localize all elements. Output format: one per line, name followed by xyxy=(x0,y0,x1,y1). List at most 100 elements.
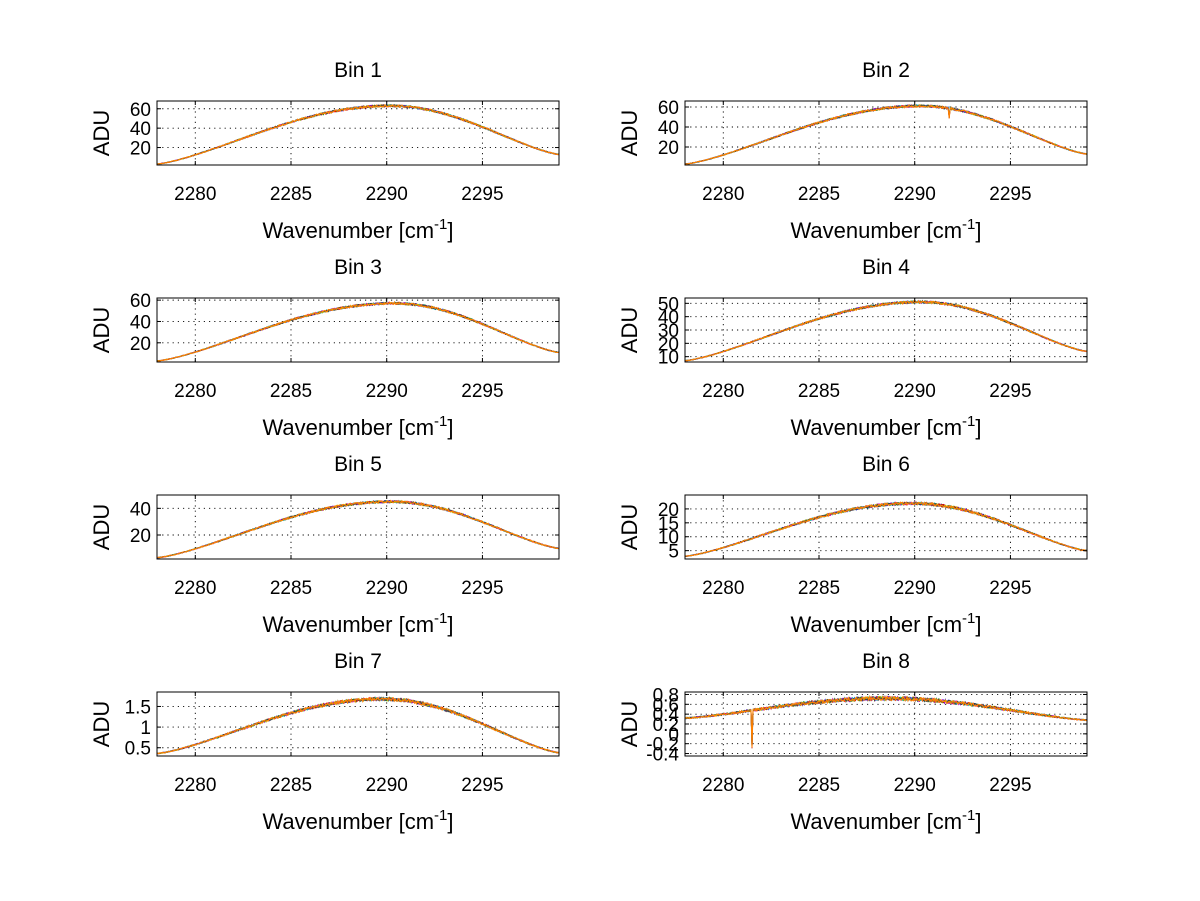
y-tick-label: 1.5 xyxy=(125,697,151,718)
subplot-title: Bin 4 xyxy=(862,256,910,279)
y-tick-label: 40 xyxy=(130,499,151,520)
axes-frame xyxy=(156,100,560,166)
spectrum-line xyxy=(156,697,560,755)
x-tick-label: 2285 xyxy=(798,775,840,796)
y-tick-label: 0.4 xyxy=(653,705,680,726)
spectrum-line xyxy=(684,695,1088,748)
spectrum-line xyxy=(156,104,560,165)
y-axis-label: ADU xyxy=(89,307,114,353)
x-tick-label: 2280 xyxy=(702,775,744,796)
y-tick-label: 10 xyxy=(658,528,679,549)
x-tick-label: 2290 xyxy=(894,184,936,205)
x-tick-label: 2295 xyxy=(989,578,1031,599)
x-tick-label: 2280 xyxy=(702,184,744,205)
x-tick-label: 2295 xyxy=(461,184,503,205)
y-tick-label: 30 xyxy=(658,321,679,342)
y-axis-label: ADU xyxy=(617,307,642,353)
subplot-title: Bin 3 xyxy=(334,256,382,279)
x-axis-label: Wavenumber [cm-1] xyxy=(262,610,453,637)
spectrum-line xyxy=(156,500,560,559)
y-axis-label: ADU xyxy=(617,701,642,747)
axes-frame xyxy=(156,691,560,757)
x-tick-label: 2280 xyxy=(174,775,216,796)
x-tick-label: 2280 xyxy=(174,184,216,205)
y-tick-label: 20 xyxy=(130,526,151,547)
x-tick-label: 2295 xyxy=(989,184,1031,205)
x-tick-label: 2280 xyxy=(702,578,744,599)
spectrum-line xyxy=(684,103,1087,165)
axes-frame xyxy=(684,691,1088,757)
x-tick-label: 2290 xyxy=(366,381,408,402)
x-tick-label: 2285 xyxy=(270,578,312,599)
spectrum-line xyxy=(684,501,1088,557)
spectrum-line xyxy=(156,696,560,755)
spectrum-line xyxy=(156,696,560,755)
x-axis-label: Wavenumber [cm-1] xyxy=(262,807,453,834)
spectrum-line xyxy=(684,695,1088,747)
y-tick-label: 0.5 xyxy=(125,739,151,760)
y-tick-label: 1 xyxy=(140,718,151,739)
x-tick-label: 2280 xyxy=(174,381,216,402)
y-tick-label: 20 xyxy=(130,139,151,160)
x-tick-label: 2290 xyxy=(366,775,408,796)
subplot-title: Bin 2 xyxy=(862,59,910,82)
subplot-title: Bin 5 xyxy=(334,453,382,476)
spectrum-line xyxy=(684,501,1088,557)
y-axis-label: ADU xyxy=(89,504,114,550)
spectrum-line xyxy=(684,695,1088,749)
y-tick-label: 0.8 xyxy=(653,685,679,706)
x-tick-label: 2290 xyxy=(366,184,408,205)
x-tick-label: 2295 xyxy=(989,381,1031,402)
x-tick-label: 2280 xyxy=(174,578,216,599)
y-axis-label: ADU xyxy=(89,701,114,747)
y-tick-label: 40 xyxy=(130,119,151,140)
x-axis-label: Wavenumber [cm-1] xyxy=(790,807,981,834)
x-tick-label: 2295 xyxy=(461,381,503,402)
subplot-bin-7: Bin 7 2280 2285 2290 2295 0.511.5 ADU Wavenumbe… xyxy=(89,650,560,834)
x-tick-label: 2295 xyxy=(461,578,503,599)
y-tick-label: 20 xyxy=(658,334,679,355)
x-tick-label: 2290 xyxy=(894,381,936,402)
y-tick-label: -0.2 xyxy=(646,735,679,756)
y-tick-label: 20 xyxy=(130,334,151,355)
spectrum-line xyxy=(156,696,559,755)
spectrum-line xyxy=(684,501,1088,558)
x-tick-label: 2290 xyxy=(366,578,408,599)
x-axis-label: Wavenumber [cm-1] xyxy=(790,216,981,243)
spectrum-line xyxy=(684,694,1088,748)
y-tick-label: 60 xyxy=(130,100,151,121)
spectrum-line xyxy=(684,501,1088,558)
y-tick-label: 40 xyxy=(130,312,151,333)
subplot-title: Bin 1 xyxy=(334,59,382,82)
spectrum-line xyxy=(685,103,1088,165)
subplot-bin-8: Bin 8 2280 2285 2290 2295 -0.4-0.200.20.40.60… xyxy=(617,650,1088,834)
spectrum-line xyxy=(684,104,1087,165)
spectrum-line xyxy=(685,501,1088,557)
spectrum-line xyxy=(156,696,560,755)
x-tick-label: 2295 xyxy=(989,775,1031,796)
spectrum-line xyxy=(684,104,1088,165)
axes-frame xyxy=(684,100,1088,166)
spectrum-line xyxy=(684,696,1088,748)
y-axis-label: ADU xyxy=(89,110,114,156)
x-axis-label: Wavenumber [cm-1] xyxy=(790,610,981,637)
y-axis-label: ADU xyxy=(617,110,642,156)
spectrum-line xyxy=(685,299,1088,362)
spectrum-line xyxy=(156,300,560,362)
x-tick-label: 2290 xyxy=(894,775,936,796)
spectrum-line xyxy=(685,299,1088,361)
y-axis-label: ADU xyxy=(617,504,642,550)
x-axis-label: Wavenumber [cm-1] xyxy=(262,216,453,243)
subplot-title: Bin 6 xyxy=(862,453,910,476)
x-tick-label: 2285 xyxy=(798,381,840,402)
y-tick-label: 15 xyxy=(658,514,679,535)
spectrum-line xyxy=(684,104,1088,165)
spectrum-line xyxy=(156,696,560,755)
axes-frame xyxy=(684,494,1088,560)
y-tick-label: 60 xyxy=(130,291,151,312)
x-tick-label: 2285 xyxy=(798,578,840,599)
